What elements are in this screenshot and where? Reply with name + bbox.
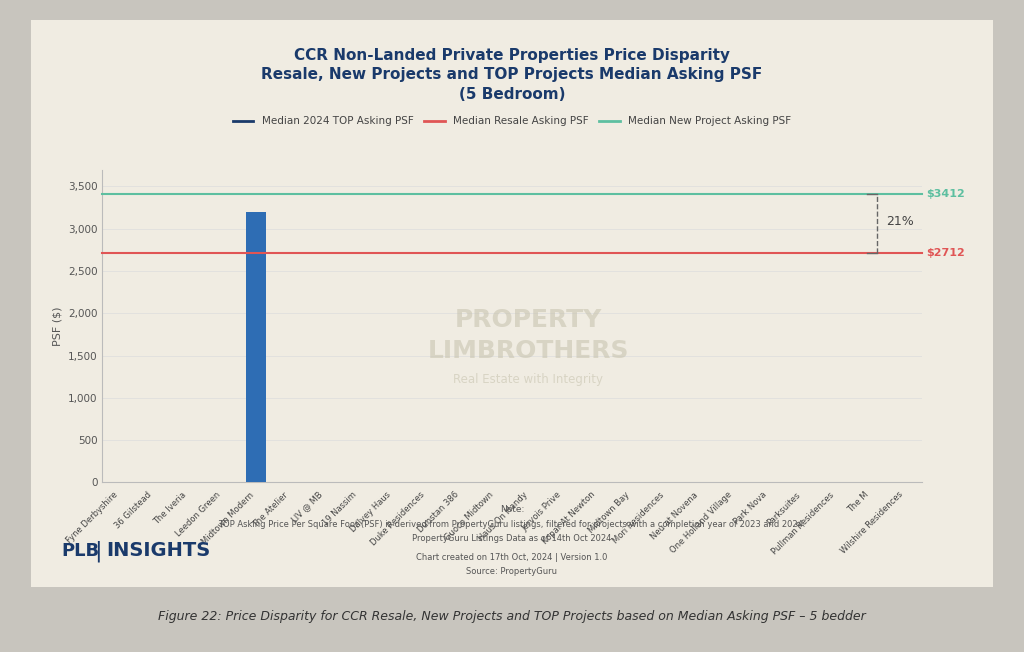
Legend: Median 2024 TOP Asking PSF, Median Resale Asking PSF, Median New Project Asking : Median 2024 TOP Asking PSF, Median Resal…: [228, 112, 796, 130]
Text: Source: PropertyGuru: Source: PropertyGuru: [467, 567, 557, 576]
Text: Resale, New Projects and TOP Projects Median Asking PSF: Resale, New Projects and TOP Projects Me…: [261, 67, 763, 83]
Text: Chart created on 17th Oct, 2024 | Version 1.0: Chart created on 17th Oct, 2024 | Versio…: [417, 553, 607, 561]
Text: $3412: $3412: [926, 189, 965, 199]
Text: |: |: [94, 541, 101, 561]
Text: Real Estate with Integrity: Real Estate with Integrity: [454, 373, 603, 386]
Text: Note:: Note:: [500, 505, 524, 514]
Text: Figure 22: Price Disparity for CCR Resale, New Projects and TOP Projects based o: Figure 22: Price Disparity for CCR Resal…: [158, 610, 866, 623]
Text: (5 Bedroom): (5 Bedroom): [459, 87, 565, 102]
Text: PropertyGuru Listings Data as of 14th Oct 2024: PropertyGuru Listings Data as of 14th Oc…: [413, 534, 611, 543]
Text: CCR Non-Landed Private Properties Price Disparity: CCR Non-Landed Private Properties Price …: [294, 48, 730, 63]
Y-axis label: PSF ($): PSF ($): [52, 306, 62, 346]
Text: PROPERTY
LIMBROTHERS: PROPERTY LIMBROTHERS: [428, 308, 629, 363]
Text: TOP Asking Price Per Square Foot (PSF) is derived from PropertyGuru listings, fi: TOP Asking Price Per Square Foot (PSF) i…: [218, 520, 806, 529]
Text: $2712: $2712: [926, 248, 965, 258]
Bar: [246, 212, 266, 482]
Text: 21%: 21%: [886, 215, 913, 228]
Text: INSIGHTS: INSIGHTS: [106, 541, 211, 561]
Text: PLB: PLB: [61, 542, 99, 560]
